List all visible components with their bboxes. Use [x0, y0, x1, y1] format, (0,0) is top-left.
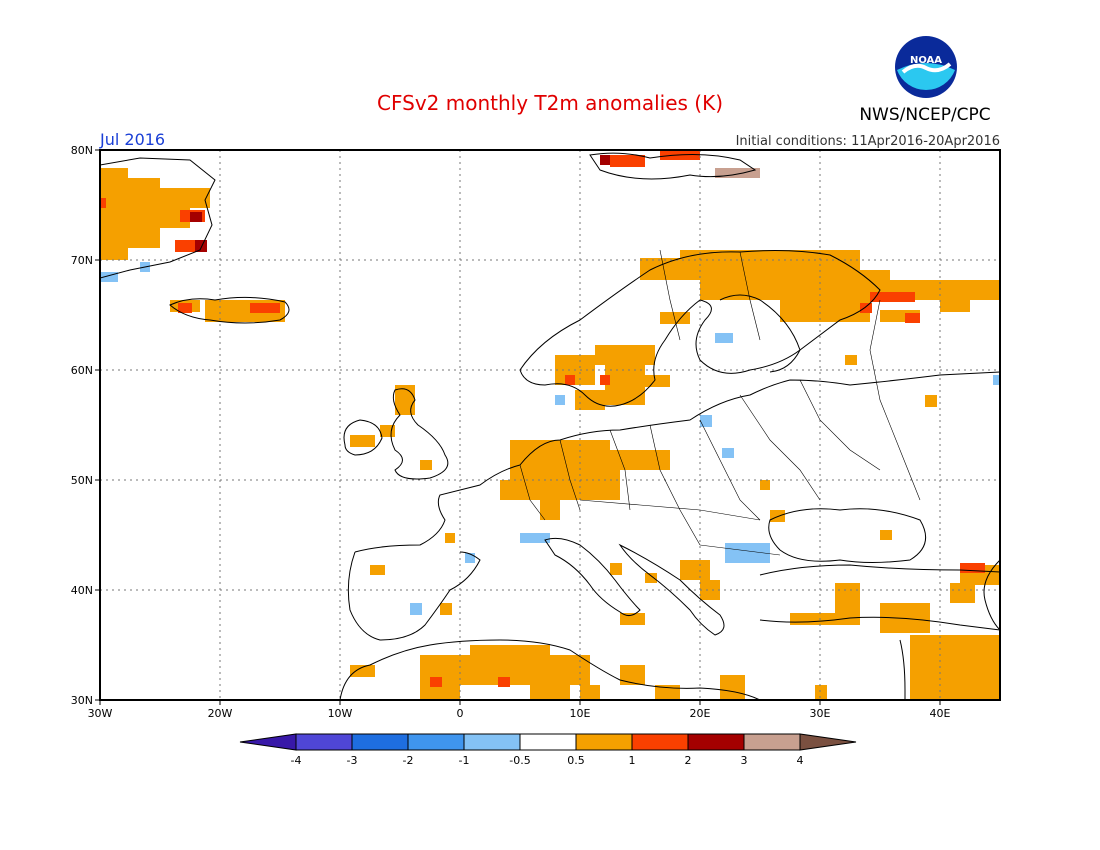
- anomaly-cells-cool: [100, 262, 1000, 615]
- initial-conditions: Initial conditions: 11Apr2016-20Apr2016: [736, 134, 1000, 149]
- lat-label: 80N: [71, 144, 93, 157]
- noaa-logo: NOAA: [895, 36, 957, 98]
- lat-label: 70N: [71, 254, 93, 267]
- lon-label: 20W: [208, 707, 233, 720]
- colorbar-swatch: [631, 733, 689, 751]
- colorbar-swatch: [351, 733, 409, 751]
- colorbar-tick-label: 0.5: [567, 754, 585, 767]
- colorbar-tick-label: 2: [685, 754, 692, 767]
- colorbar-swatch: [687, 733, 745, 751]
- lon-label: 30W: [88, 707, 113, 720]
- anomaly-cells-warm: [100, 168, 1000, 700]
- axis-ticks: [95, 149, 941, 705]
- agency-label: NWS/NCEP/CPC: [859, 105, 990, 125]
- forecast-period: Jul 2016: [99, 130, 165, 149]
- lon-label: 40E: [930, 707, 951, 720]
- lat-label: 60N: [71, 364, 93, 377]
- longitude-labels: 30W 20W 10W 0 10E 20E 30E 40E: [88, 707, 951, 720]
- map-area: [100, 150, 1000, 700]
- colorbar-tick-label: 1: [629, 754, 636, 767]
- colorbar-tick-label: 4: [797, 754, 804, 767]
- lon-label: 0: [457, 707, 464, 720]
- map-frame: [99, 149, 1001, 701]
- lat-label: 50N: [71, 474, 93, 487]
- colorbar-tick-label: -2: [403, 754, 414, 767]
- map-title: CFSv2 monthly T2m anomalies (K): [377, 91, 723, 115]
- colorbar-swatch: [295, 733, 353, 751]
- anomaly-cells-hot: [100, 150, 985, 687]
- lon-label: 20E: [690, 707, 711, 720]
- colorbar-swatch: [519, 733, 577, 751]
- colorbar-tick-label: -4: [291, 754, 302, 767]
- latitude-labels: 80N 70N 60N 50N 40N 30N: [71, 144, 93, 707]
- colorbar-tick-label: -3: [347, 754, 358, 767]
- colorbar-tick-label: -1: [459, 754, 470, 767]
- lon-label: 10E: [570, 707, 591, 720]
- colorbar-arrow-low: [239, 733, 297, 751]
- lon-label: 30E: [810, 707, 831, 720]
- colorbar-swatch: [463, 733, 521, 751]
- country-borders: [519, 249, 921, 556]
- coastlines: [100, 152, 1000, 700]
- colorbar: [239, 733, 857, 751]
- colorbar-tick-label: 3: [741, 754, 748, 767]
- lat-label: 40N: [71, 584, 93, 597]
- lat-label: 30N: [71, 694, 93, 707]
- colorbar-swatch: [407, 733, 465, 751]
- noaa-logo-text: NOAA: [910, 55, 942, 66]
- colorbar-swatch: [743, 733, 801, 751]
- colorbar-swatch: [575, 733, 633, 751]
- anomaly-cells-very-hot: [190, 155, 610, 252]
- colorbar-arrow-high: [799, 733, 857, 751]
- lon-label: 10W: [328, 707, 353, 720]
- colorbar-tick-label: -0.5: [509, 754, 530, 767]
- colorbar-labels: -4 -3 -2 -1 -0.5 0.5 1 2 3 4: [291, 754, 804, 767]
- map-gridlines: [100, 150, 1000, 700]
- anomaly-cells-extreme: [715, 168, 760, 178]
